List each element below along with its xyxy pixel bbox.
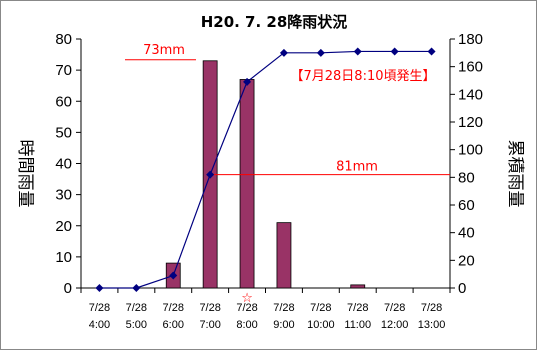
right-tick-label: 20: [458, 252, 475, 269]
x-tick-label: 7/28 5:00: [126, 302, 147, 331]
right-tick-label: 0: [458, 280, 466, 297]
event-star-marker: ☆: [241, 291, 253, 306]
x-tick-label: 7/28 6:00: [163, 302, 184, 331]
line-cumulative-rain: [99, 50, 432, 289]
event-label: 【7月28日8:10頃発生】: [290, 69, 435, 84]
right-tick-label: 180: [458, 31, 483, 48]
peak-rain-label: 73mm: [143, 43, 185, 58]
point-cumulative-rain: [316, 48, 325, 57]
bar-hourly-rain: [239, 79, 255, 289]
bar-hourly-rain: [276, 222, 292, 289]
point-cumulative-rain: [132, 284, 141, 292]
right-tick-label: 40: [458, 225, 475, 242]
left-tick-label: 40: [55, 156, 72, 173]
right-tick-label: 140: [458, 86, 483, 103]
left-tick-label: 20: [55, 218, 72, 235]
x-tick-label: 7/28 10:00: [307, 302, 335, 331]
right-tick-label: 100: [458, 142, 483, 159]
left-tick-label: 30: [55, 187, 72, 204]
right-tick-label: 60: [458, 197, 475, 214]
total-rain-label: 81mm: [336, 160, 378, 175]
point-cumulative-rain: [95, 284, 104, 292]
left-tick-label: 80: [55, 31, 72, 48]
left-tick-label: 60: [55, 93, 72, 110]
x-tick-label: 7/28 9:00: [273, 302, 294, 331]
x-tick-label: 7/28 7:00: [199, 302, 220, 331]
point-cumulative-rain: [353, 47, 362, 56]
point-cumulative-rain: [169, 271, 178, 280]
right-axis-label: 累積雨量: [505, 140, 525, 208]
bar-hourly-rain: [350, 284, 366, 289]
right-tick-label: 160: [458, 59, 483, 76]
x-tick-label: 7/28 4:00: [89, 302, 110, 331]
left-tick-label: 0: [64, 280, 72, 297]
x-tick-label: 7/28 11:00: [344, 302, 371, 331]
x-tick-label: 7/28 8:00: [236, 302, 257, 331]
point-cumulative-rain: [390, 47, 399, 56]
right-tick-label: 120: [458, 114, 483, 131]
point-cumulative-rain: [427, 47, 436, 56]
chart-title: H20. 7. 28降雨状況: [201, 13, 348, 31]
left-tick-label: 10: [55, 249, 72, 266]
point-cumulative-rain: [279, 48, 288, 57]
left-axis-label: 時間雨量: [15, 140, 35, 208]
left-tick-label: 70: [55, 62, 72, 79]
right-tick-label: 80: [458, 169, 475, 186]
x-tick-label: 7/28 12:00: [381, 302, 409, 331]
x-tick-label: 7/28 13:00: [418, 302, 446, 331]
point-cumulative-rain: [243, 77, 252, 86]
point-cumulative-rain: [206, 170, 215, 179]
left-tick-label: 50: [55, 124, 72, 141]
